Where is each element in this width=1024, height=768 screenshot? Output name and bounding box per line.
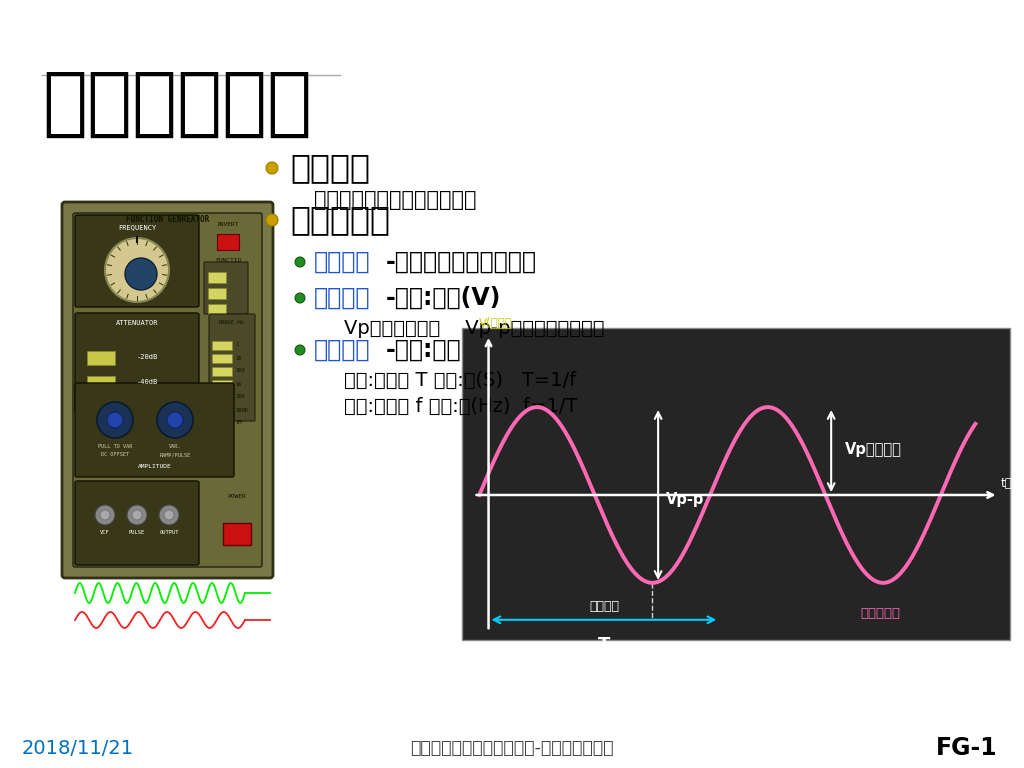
Text: 2018/11/21: 2018/11/21 xyxy=(22,739,134,757)
Circle shape xyxy=(157,402,193,438)
Text: 函數波產生器: 函數波產生器 xyxy=(42,68,312,141)
Text: -40dB: -40dB xyxy=(137,379,159,385)
Text: -單位:赫芝: -單位:赫芝 xyxy=(386,338,462,362)
Bar xyxy=(212,380,232,389)
Text: FUNCTION GENREATOR: FUNCTION GENREATOR xyxy=(126,214,209,223)
Circle shape xyxy=(95,505,115,525)
Bar xyxy=(212,406,232,415)
Text: 100K: 100K xyxy=(234,408,248,412)
Text: VAR.: VAR. xyxy=(169,445,181,449)
Text: 信號的要素: 信號的要素 xyxy=(290,204,390,237)
Circle shape xyxy=(125,258,157,290)
Circle shape xyxy=(106,412,123,428)
Bar xyxy=(462,328,1010,640)
Circle shape xyxy=(105,238,169,302)
Text: 1M: 1M xyxy=(234,421,242,425)
Text: 信號波形: 信號波形 xyxy=(314,250,371,274)
Circle shape xyxy=(127,505,147,525)
Text: 100: 100 xyxy=(234,369,245,373)
Text: t（時間）: t（時間） xyxy=(1000,477,1024,490)
Circle shape xyxy=(164,510,174,520)
Text: FREQUENCY: FREQUENCY xyxy=(118,224,156,230)
Bar xyxy=(87,351,115,365)
Text: VCF: VCF xyxy=(100,529,110,535)
Text: 版權聲明：內湖高工電子科-江賢龍老師製作: 版權聲明：內湖高工電子科-江賢龍老師製作 xyxy=(411,739,613,757)
Text: -20dB: -20dB xyxy=(137,354,159,360)
Bar xyxy=(217,234,239,250)
Text: V(振幅）: V(振幅） xyxy=(479,316,513,329)
Bar xyxy=(87,376,115,390)
Text: -單位:伏特(V): -單位:伏特(V) xyxy=(386,286,502,310)
Text: 頻率:簡寫為 f 單位:赫(Hz)  f=1/T: 頻率:簡寫為 f 單位:赫(Hz) f=1/T xyxy=(344,396,578,415)
Circle shape xyxy=(132,510,142,520)
FancyBboxPatch shape xyxy=(204,262,248,314)
Circle shape xyxy=(97,402,133,438)
Text: AMPLITUDE: AMPLITUDE xyxy=(138,465,172,469)
Circle shape xyxy=(167,412,183,428)
FancyBboxPatch shape xyxy=(62,202,273,578)
Text: INVERT: INVERT xyxy=(217,223,240,227)
Text: 產生電子測量所需之各種信號: 產生電子測量所需之各種信號 xyxy=(314,190,476,210)
Circle shape xyxy=(159,505,179,525)
Text: 週期:簡寫為 T 單位:秒(S)   T=1/f: 週期:簡寫為 T 單位:秒(S) T=1/f xyxy=(344,370,577,389)
Circle shape xyxy=(266,162,278,174)
Circle shape xyxy=(295,257,305,267)
Text: PULL TO VAR: PULL TO VAR xyxy=(98,445,132,449)
Text: （週期）: （週期） xyxy=(589,600,618,613)
Text: -正弦波方波脈波鋸齒波: -正弦波方波脈波鋸齒波 xyxy=(386,250,537,274)
FancyBboxPatch shape xyxy=(209,314,255,421)
Bar xyxy=(208,272,226,283)
Text: POWER: POWER xyxy=(227,495,247,499)
Bar xyxy=(208,304,226,315)
Bar xyxy=(208,288,226,299)
Text: 1: 1 xyxy=(234,343,239,347)
Circle shape xyxy=(295,345,305,355)
Text: 10: 10 xyxy=(234,356,242,360)
FancyBboxPatch shape xyxy=(73,213,262,567)
Bar xyxy=(212,367,232,376)
Bar xyxy=(212,341,232,350)
Bar xyxy=(223,523,251,545)
Text: RAMP/PULSE: RAMP/PULSE xyxy=(160,452,190,458)
Text: 主要功能: 主要功能 xyxy=(290,151,370,184)
Circle shape xyxy=(295,293,305,303)
FancyBboxPatch shape xyxy=(75,383,234,477)
Bar xyxy=(212,419,232,428)
Bar xyxy=(212,354,232,363)
Text: Vp（振幅）: Vp（振幅） xyxy=(845,442,902,457)
Text: （正弦波）: （正弦波） xyxy=(860,607,900,620)
Text: PULSE: PULSE xyxy=(129,529,145,535)
Text: 10K: 10K xyxy=(234,395,245,399)
Bar xyxy=(212,393,232,402)
Text: ATTENUATOR: ATTENUATOR xyxy=(116,320,159,326)
Text: 頻率高低: 頻率高低 xyxy=(314,338,371,362)
Circle shape xyxy=(100,510,110,520)
Text: OUTPUT: OUTPUT xyxy=(160,529,179,535)
Text: Vp表示峰值電壓    Vp-p表示峰對峰值電壓: Vp表示峰值電壓 Vp-p表示峰對峰值電壓 xyxy=(344,319,604,337)
Circle shape xyxy=(266,214,278,226)
Text: 1K: 1K xyxy=(234,382,242,386)
Text: T: T xyxy=(598,636,610,654)
Text: DC OFFSET: DC OFFSET xyxy=(101,452,129,458)
Text: FUNCTIO: FUNCTIO xyxy=(215,257,241,263)
Text: RANGE-Hz: RANGE-Hz xyxy=(219,320,245,326)
FancyBboxPatch shape xyxy=(75,215,199,307)
Text: 振幅大小: 振幅大小 xyxy=(314,286,371,310)
Text: FG-1: FG-1 xyxy=(936,736,998,760)
Text: Vp-p: Vp-p xyxy=(667,492,705,507)
FancyBboxPatch shape xyxy=(75,313,199,412)
FancyBboxPatch shape xyxy=(75,481,199,565)
